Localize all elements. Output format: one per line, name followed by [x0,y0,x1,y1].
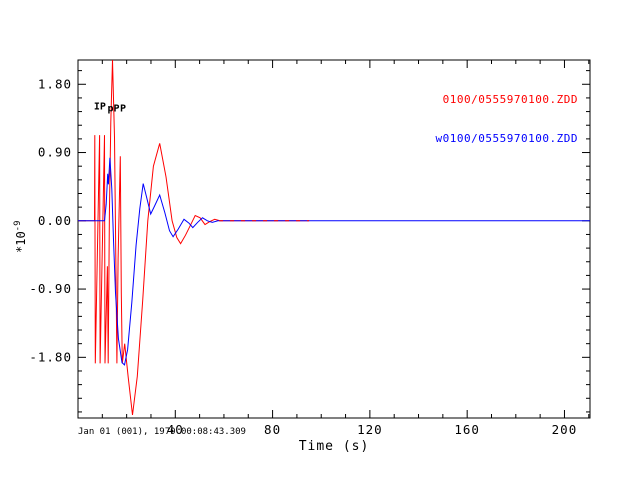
legend: 0100/0555970100.ZDD w0100/0555970100.ZDD [436,67,578,171]
phase-marker-p: P [120,104,126,115]
waveform-trace-red [78,59,310,416]
y-tick-label: 1.80 [38,76,72,91]
phase-marker-pp: pP [107,104,119,115]
x-tick-label: 120 [357,422,383,437]
waveform-trace-blue [78,157,590,366]
x-axis-title: Time (s) [298,439,370,454]
y-axis-title-base: *10 [14,231,28,253]
start-time-label: Jan 01 (001), 1970 00:08:43.309 [78,427,246,437]
x-tick-label: 160 [454,422,480,437]
legend-entry-red: 0100/0555970100.ZDD [442,93,578,106]
x-tick-label: 80 [264,422,281,437]
legend-entry-blue: w0100/0555970100.ZDD [435,132,578,145]
y-tick-label: 0.90 [38,145,72,160]
phase-marker-ip: IP [94,101,106,112]
plot-frame [77,59,591,419]
y-tick-label: -1.80 [29,349,72,364]
x-tick-label: 40 [167,422,184,437]
x-tick-label: 200 [552,422,578,437]
y-tick-label: 0.00 [38,213,72,228]
y-axis-title: *10-9 [13,220,28,253]
y-axis-title-exponent: -9 [13,220,23,232]
y-tick-label: -0.90 [29,281,72,296]
